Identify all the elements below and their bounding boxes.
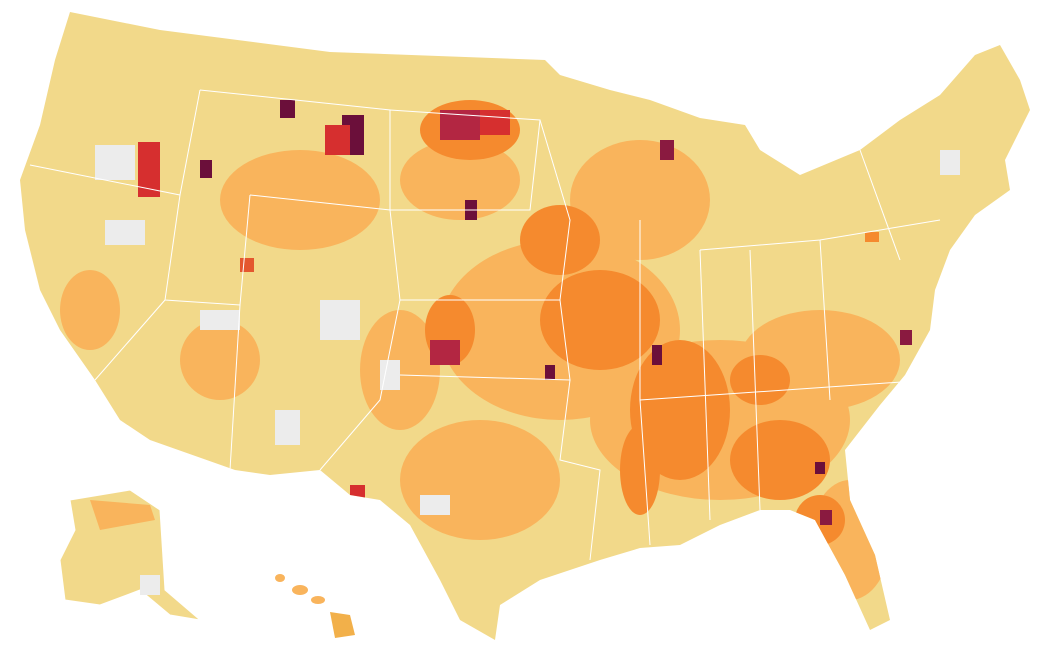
no-data	[95, 145, 960, 515]
alaska-region	[90, 500, 155, 530]
hawaii	[275, 574, 355, 638]
state-borders	[29, 89, 941, 561]
alaska	[59, 489, 202, 621]
high-regions	[420, 100, 845, 545]
alaska-no-data	[140, 575, 160, 595]
